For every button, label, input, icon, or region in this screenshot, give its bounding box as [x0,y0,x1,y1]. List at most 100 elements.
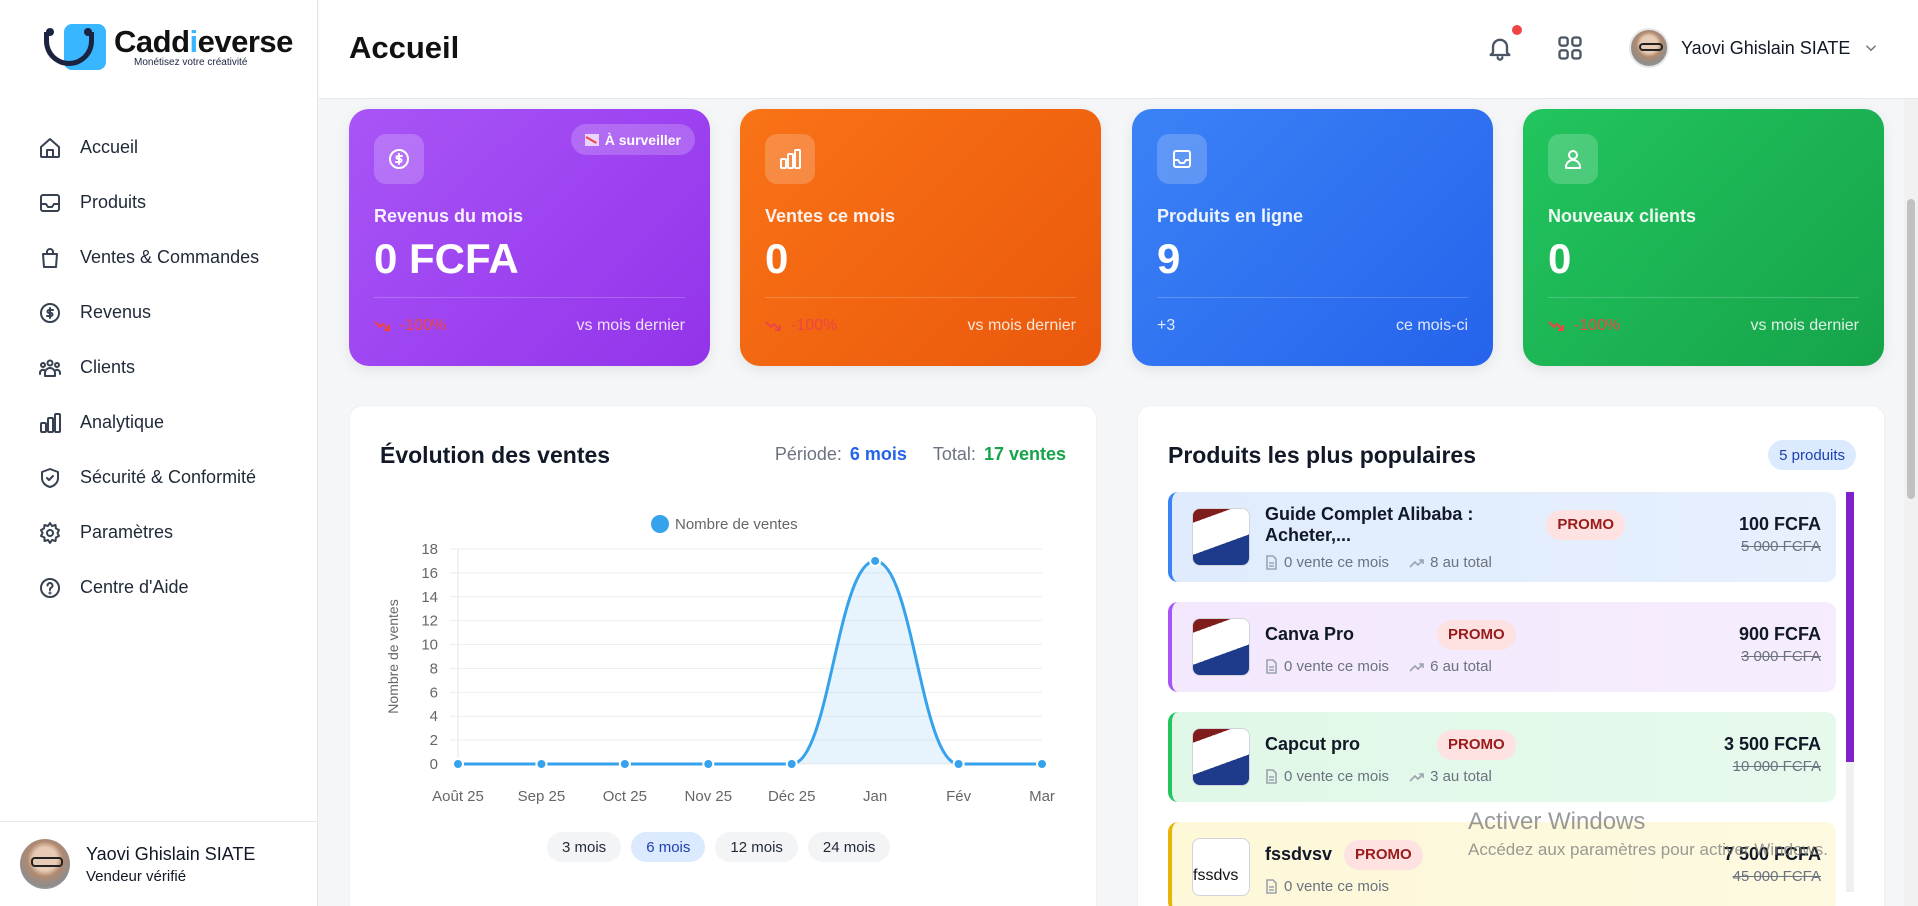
inbox-icon [40,193,60,212]
product-old-price: 45 000 FCFA [1732,868,1821,885]
data-point[interactable] [1036,758,1048,770]
x-tick-label: Fév [946,788,972,805]
period-button[interactable]: 3 mois [547,832,622,862]
stat-label: Ventes ce mois [765,206,896,226]
stat-trend: -100% [765,317,837,335]
stat-compare: ce mois-ci [1395,317,1468,334]
trend-down-icon [1548,321,1564,331]
gear-icon [40,521,60,544]
document-icon [1266,878,1277,894]
period-button[interactable]: 24 mois [807,832,891,862]
sidebar-item-parametres[interactable]: Paramètres [38,505,298,560]
line-chart[interactable]: Nombre de ventes 0 2 4 6 8 10 12 14 16 18 Nombre de… [350,506,1098,816]
inbox-icon [1173,150,1191,168]
product-thumbnail: fssdvs [1192,838,1250,896]
sidebar-item-produits[interactable]: Produits [38,175,298,230]
sidebar-item-accueil[interactable]: Accueil [38,120,298,175]
stat-card-ventes[interactable]: Ventes ce mois 0 -100% vs mois dernier [740,109,1101,366]
sidebar-item-centre-aide[interactable]: Centre d'Aide [38,560,298,615]
sidebar-item-label: Revenus [80,302,152,322]
product-thumbnail [1192,728,1250,786]
sales-chart-card: Évolution des ventes Période: 6 mois Tot… [349,405,1097,906]
product-price: 3 500 FCFA [1723,734,1821,754]
data-point[interactable] [952,758,965,770]
period-value: 6 mois [849,444,907,464]
user-menu-button[interactable]: Yaovi Ghislain SIATE [1629,28,1880,68]
product-list-item[interactable]: Capcut pro PROMO 0 vente ce mois 3 au total… [1168,712,1836,802]
legend-swatch [651,515,669,533]
period-button[interactable]: 12 mois [715,832,798,862]
y-tick-label: 2 [430,732,438,749]
x-tick-label: Nov 25 [685,788,733,805]
data-point[interactable] [535,758,548,770]
product-list-item[interactable]: Guide Complet Alibaba : Acheter,... PROMO… [1168,492,1836,582]
dollar-circle-icon [40,302,60,323]
stats-row: À surveiller Revenus du mois 0 FCFA -100… [349,109,1885,366]
sidebar-item-revenus[interactable]: Revenus [38,285,298,340]
shield-check-icon [41,467,59,488]
stat-card-clients[interactable]: Nouveaux clients 0 -100% vs mois dernier [1523,109,1884,366]
sidebar-item-label: Clients [80,357,136,377]
products-count-badge: 5 produits [1768,440,1856,470]
apps-menu-button[interactable] [1556,34,1586,64]
sidebar-item-label: Paramètres [80,522,174,542]
stat-trend: +3 [1157,317,1176,334]
page-scrollbar[interactable] [1904,99,1918,906]
sidebar-item-clients[interactable]: Clients [38,340,298,395]
sidebar-item-ventes-commandes[interactable]: Ventes & Commandes [38,230,298,285]
trend-down-icon [374,321,390,331]
logo[interactable]: Caddieverse Monétisez votre créativité [40,22,293,72]
month-sales: 0 vente ce mois [1265,658,1389,675]
data-point[interactable] [702,758,715,770]
promo-badge: PROMO [1437,619,1516,650]
stat-card-produits[interactable]: Produits en ligne 9 +3 ce mois-ci [1132,109,1493,366]
month-sales: 0 vente ce mois [1265,768,1389,785]
bell-icon [1489,38,1511,61]
page-title: Accueil [349,30,460,65]
help-circle-icon [40,577,60,598]
x-tick-label: Mar [1029,788,1055,805]
x-tick-label: Sep 25 [518,788,566,805]
bar-chart-icon [780,149,801,169]
data-point[interactable] [618,758,631,770]
notifications-button[interactable] [1486,25,1522,64]
home-icon [40,137,60,158]
data-point[interactable] [452,758,464,770]
stat-label: Produits en ligne [1157,206,1304,226]
product-list-item[interactable]: Canva Pro PROMO 0 vente ce mois 6 au total 9… [1168,602,1836,692]
dollar-circle-icon [389,149,409,169]
period-button[interactable]: 6 mois [631,832,706,862]
product-list-item[interactable]: fssdvs fssdvsv PROMO 0 vente ce mois 7 500 F… [1168,822,1836,906]
document-icon [1266,554,1277,570]
product-name: Capcut pro [1265,734,1361,754]
user-role: Vendeur vérifié [86,867,187,885]
chevron-down-icon [1866,45,1877,52]
sidebar-item-label: Sécurité & Conformité [80,467,257,487]
sidebar-item-label: Produits [80,192,147,212]
x-tick-label: Oct 25 [603,788,647,805]
products-scrollbar[interactable] [1846,492,1854,892]
data-point[interactable] [785,758,798,770]
promo-badge: PROMO [1437,729,1516,760]
trend-up-icon [1409,558,1424,568]
sidebar-item-analytique[interactable]: Analytique [38,395,298,450]
product-thumbnail [1192,618,1250,676]
legend-label[interactable]: Nombre de ventes [675,516,798,533]
y-tick-label: 4 [430,708,438,725]
promo-badge: PROMO [1546,509,1625,540]
sidebar-item-label: Accueil [80,137,139,157]
total-sales: 6 au total [1409,658,1492,675]
stat-card-revenus[interactable]: À surveiller Revenus du mois 0 FCFA -100… [349,109,710,366]
stat-value: 0 [765,235,789,282]
data-point[interactable] [869,554,882,567]
sidebar-nav: Accueil Produits Ventes & Commandes Reve… [38,120,298,615]
sidebar-item-securite[interactable]: Sécurité & Conformité [38,450,298,505]
avatar [1629,28,1669,68]
product-old-price: 10 000 FCFA [1732,758,1821,775]
stat-trend: -100% [374,317,446,335]
logo-icon [40,22,108,72]
product-price: 7 500 FCFA [1723,844,1821,864]
total-sales: 3 au total [1409,768,1492,785]
sidebar-user-profile[interactable]: Yaovi Ghislain SIATE Vendeur vérifié [0,821,318,906]
x-tick-label: Déc 25 [768,788,816,805]
